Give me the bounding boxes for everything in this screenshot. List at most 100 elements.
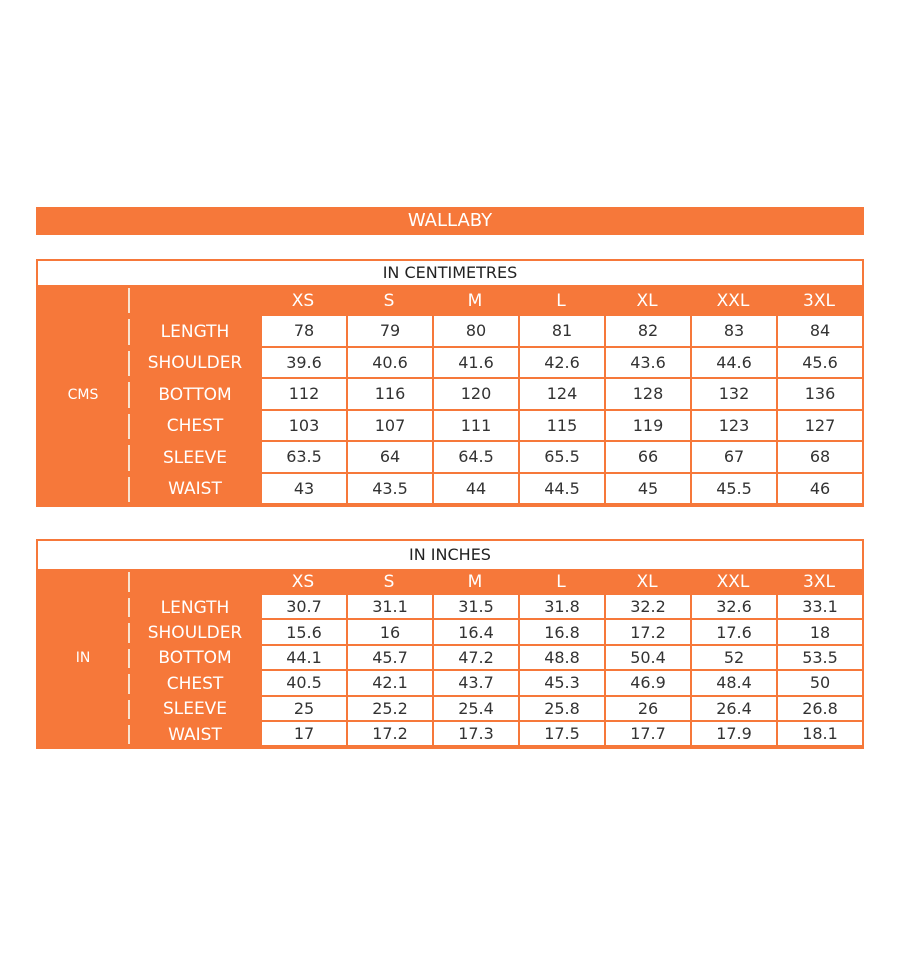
- table-cell: 42.6: [518, 347, 604, 379]
- size-header: L: [556, 290, 566, 311]
- table-cell: 30.7: [260, 595, 346, 621]
- table-cell: 17.2: [604, 620, 690, 646]
- table-cell: 17: [260, 721, 346, 748]
- table-row: SLEEVE 63.5 64 64.5 65.5 66 67 68: [128, 442, 862, 474]
- table-cell: 26.4: [690, 696, 776, 722]
- table-cell: 123: [690, 410, 776, 442]
- measurement-label: LENGTH: [160, 321, 230, 342]
- table-title: IN CENTIMETRES: [38, 261, 862, 285]
- table-cell: 107: [346, 410, 432, 442]
- table-cell: 18.1: [776, 721, 862, 748]
- size-header: S: [383, 572, 395, 592]
- table-cell: 65.5: [518, 442, 604, 474]
- measurement-label: CHEST: [166, 673, 224, 694]
- size-header: XXL: [716, 572, 750, 592]
- unit-label: CMS: [67, 387, 99, 403]
- divider: [128, 572, 130, 592]
- table-cell: 45.3: [518, 671, 604, 697]
- table-cell: 47.2: [432, 645, 518, 672]
- size-table-centimetres: IN CENTIMETRES CMS XS S M L XL XXL 3XL LENGTH 78 79…: [36, 259, 864, 507]
- table-cell: 48.4: [690, 671, 776, 697]
- size-header-row: XS S M L XL XXL 3XL: [128, 569, 862, 595]
- table-cell: 48.8: [518, 645, 604, 672]
- table-cell: 84: [776, 316, 862, 348]
- measurement-label: WAIST: [168, 724, 222, 745]
- size-header: L: [556, 572, 566, 592]
- table-row: SHOULDER 39.6 40.6 41.6 42.6 43.6 44.6 45.6: [128, 347, 862, 379]
- table-cell: 16.4: [432, 620, 518, 646]
- table-cell: 44.6: [690, 347, 776, 379]
- size-header: XS: [291, 572, 315, 592]
- table-cell: 31.8: [518, 595, 604, 621]
- size-table-inches: IN INCHES IN XS S M L XL XXL 3XL LENGTH 30.7 31.1 31…: [36, 539, 864, 750]
- table-cell: 112: [260, 379, 346, 411]
- size-header: 3XL: [803, 290, 835, 311]
- divider: [128, 319, 130, 345]
- size-header: XS: [291, 290, 315, 311]
- table-cell: 42.1: [346, 671, 432, 697]
- table-cell: 120: [432, 379, 518, 411]
- table-cell: 127: [776, 410, 862, 442]
- product-title-banner: WALLABY: [36, 207, 864, 235]
- table-row: LENGTH 30.7 31.1 31.5 31.8 32.2 32.6 33.1: [128, 595, 862, 621]
- measurement-label: WAIST: [168, 479, 222, 500]
- table-cell: 16: [346, 620, 432, 646]
- table-cell: 17.5: [518, 721, 604, 748]
- measurement-label: LENGTH: [160, 597, 230, 618]
- table-cell: 119: [604, 410, 690, 442]
- table-cell: 136: [776, 379, 862, 411]
- table-cell: 32.6: [690, 595, 776, 621]
- table-cell: 44.1: [260, 645, 346, 672]
- table-cell: 33.1: [776, 595, 862, 621]
- divider: [128, 699, 130, 719]
- size-header: XL: [636, 572, 658, 592]
- table-cell: 31.1: [346, 595, 432, 621]
- table-cell: 25: [260, 696, 346, 722]
- table-cell: 44.5: [518, 473, 604, 505]
- table-cell: 17.3: [432, 721, 518, 748]
- table-cell: 79: [346, 316, 432, 348]
- table-cell: 45: [604, 473, 690, 505]
- table-cell: 17.6: [690, 620, 776, 646]
- table-cell: 45.7: [346, 645, 432, 672]
- measurement-label: SLEEVE: [162, 447, 228, 468]
- table-cell: 64: [346, 442, 432, 474]
- table-cell: 17.7: [604, 721, 690, 748]
- table-cell: 83: [690, 316, 776, 348]
- table-cell: 52: [690, 645, 776, 672]
- table-cell: 124: [518, 379, 604, 411]
- table-row: WAIST 43 43.5 44 44.5 45 45.5 46: [128, 473, 862, 505]
- table-cell: 41.6: [432, 347, 518, 379]
- divider: [128, 413, 130, 439]
- table-cell: 46: [776, 473, 862, 505]
- table-row: SLEEVE 25 25.2 25.4 25.8 26 26.4 26.8: [128, 696, 862, 722]
- table-cell: 17.9: [690, 721, 776, 748]
- size-header-row: XS S M L XL XXL 3XL: [128, 285, 862, 316]
- table-cell: 80: [432, 316, 518, 348]
- table-cell: 67: [690, 442, 776, 474]
- table-cell: 15.6: [260, 620, 346, 646]
- size-header: 3XL: [803, 572, 835, 592]
- table-cell: 31.5: [432, 595, 518, 621]
- table-cell: 81: [518, 316, 604, 348]
- table-cell: 68: [776, 442, 862, 474]
- divider: [128, 674, 130, 694]
- table-cell: 43.5: [346, 473, 432, 505]
- table-cell: 82: [604, 316, 690, 348]
- size-header: M: [467, 290, 483, 311]
- table-cell: 16.8: [518, 620, 604, 646]
- table-cell: 116: [346, 379, 432, 411]
- divider: [128, 445, 130, 471]
- table-cell: 132: [690, 379, 776, 411]
- size-header: M: [467, 572, 483, 592]
- table-cell: 63.5: [260, 442, 346, 474]
- divider: [128, 288, 130, 313]
- table-row: BOTTOM 112 116 120 124 128 132 136: [128, 379, 862, 411]
- table-row: LENGTH 78 79 80 81 82 83 84: [128, 316, 862, 348]
- divider: [128, 476, 130, 502]
- size-header: S: [383, 290, 395, 311]
- table-cell: 50.4: [604, 645, 690, 672]
- table-cell: 40.6: [346, 347, 432, 379]
- size-header: XL: [636, 290, 658, 311]
- table-cell: 40.5: [260, 671, 346, 697]
